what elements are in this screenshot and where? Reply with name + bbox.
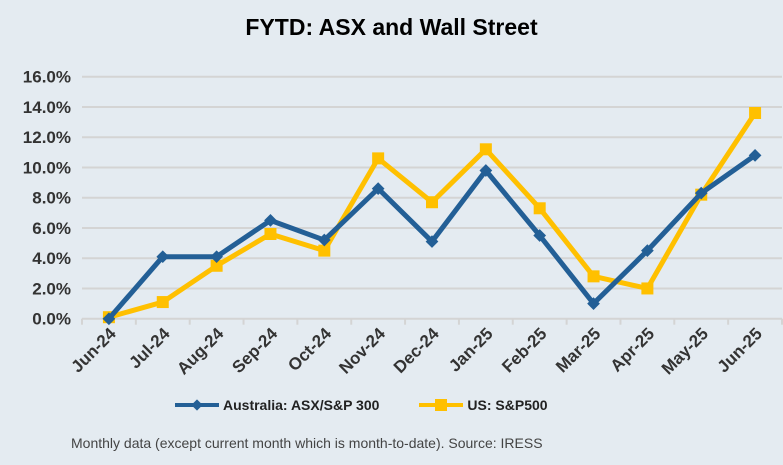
y-tick-label: 14.0%: [23, 98, 71, 117]
series-line-1: [108, 111, 758, 320]
diamond-marker-icon: [175, 399, 219, 411]
y-tick-label: 10.0%: [23, 158, 71, 177]
legend-item-us: US: S&P500: [419, 397, 548, 413]
data-point-diamond: [317, 233, 331, 247]
data-point-diamond: [479, 164, 493, 177]
data-point-diamond: [102, 312, 116, 326]
y-tick-label: 4.0%: [32, 249, 71, 268]
x-tick-label: Nov-24: [335, 324, 389, 378]
data-point-square: [587, 270, 600, 283]
data-point-square: [641, 282, 654, 295]
x-tick-label: Sep-24: [228, 324, 281, 377]
data-point-square: [156, 296, 169, 309]
x-tick-label: Jan-25: [445, 324, 497, 376]
data-point-square: [264, 228, 277, 240]
x-tick-label: Mar-25: [552, 324, 604, 376]
data-point-square: [749, 107, 762, 119]
y-tick-label: 2.0%: [32, 279, 71, 298]
legend-label: US: S&P500: [467, 397, 548, 413]
x-tick-label: Jun-24: [68, 324, 121, 377]
legend: Australia: ASX/S&P 300 US: S&P500: [175, 397, 548, 413]
data-point-square: [426, 196, 438, 209]
y-tick-label: 12.0%: [23, 128, 71, 147]
y-tick-label: 0.0%: [32, 310, 71, 329]
x-tick-label: Apr-25: [607, 324, 659, 376]
data-point-diamond: [371, 182, 385, 195]
y-tick-label: 6.0%: [32, 219, 71, 238]
data-point-diamond: [210, 250, 223, 264]
x-tick-label: Aug-24: [173, 324, 228, 379]
footnote: Monthly data (except current month which…: [71, 435, 543, 451]
square-marker-icon: [419, 399, 464, 411]
data-point-square: [210, 259, 223, 272]
data-point-square: [318, 244, 331, 257]
legend-item-australia: Australia: ASX/S&P 300: [175, 397, 379, 413]
x-tick-label: Jul-24: [125, 324, 174, 373]
x-tick-label: Feb-25: [498, 324, 550, 376]
x-tick-label: May-25: [658, 324, 712, 378]
data-point-diamond: [264, 214, 277, 227]
data-point-square: [372, 152, 385, 165]
x-tick-label: Oct-24: [284, 324, 335, 375]
chart-title: FYTD: ASX and Wall Street: [245, 14, 538, 40]
x-tick-label: Jun-25: [714, 324, 766, 376]
y-tick-label: 16.0%: [23, 68, 71, 87]
data-point-square: [479, 143, 492, 156]
y-tick-label: 8.0%: [32, 189, 71, 208]
data-point-diamond: [156, 250, 170, 264]
data-point-square: [533, 202, 546, 215]
data-point-diamond: [425, 235, 439, 248]
legend-label: Australia: ASX/S&P 300: [223, 397, 380, 413]
x-tick-label: Dec-24: [390, 324, 443, 377]
